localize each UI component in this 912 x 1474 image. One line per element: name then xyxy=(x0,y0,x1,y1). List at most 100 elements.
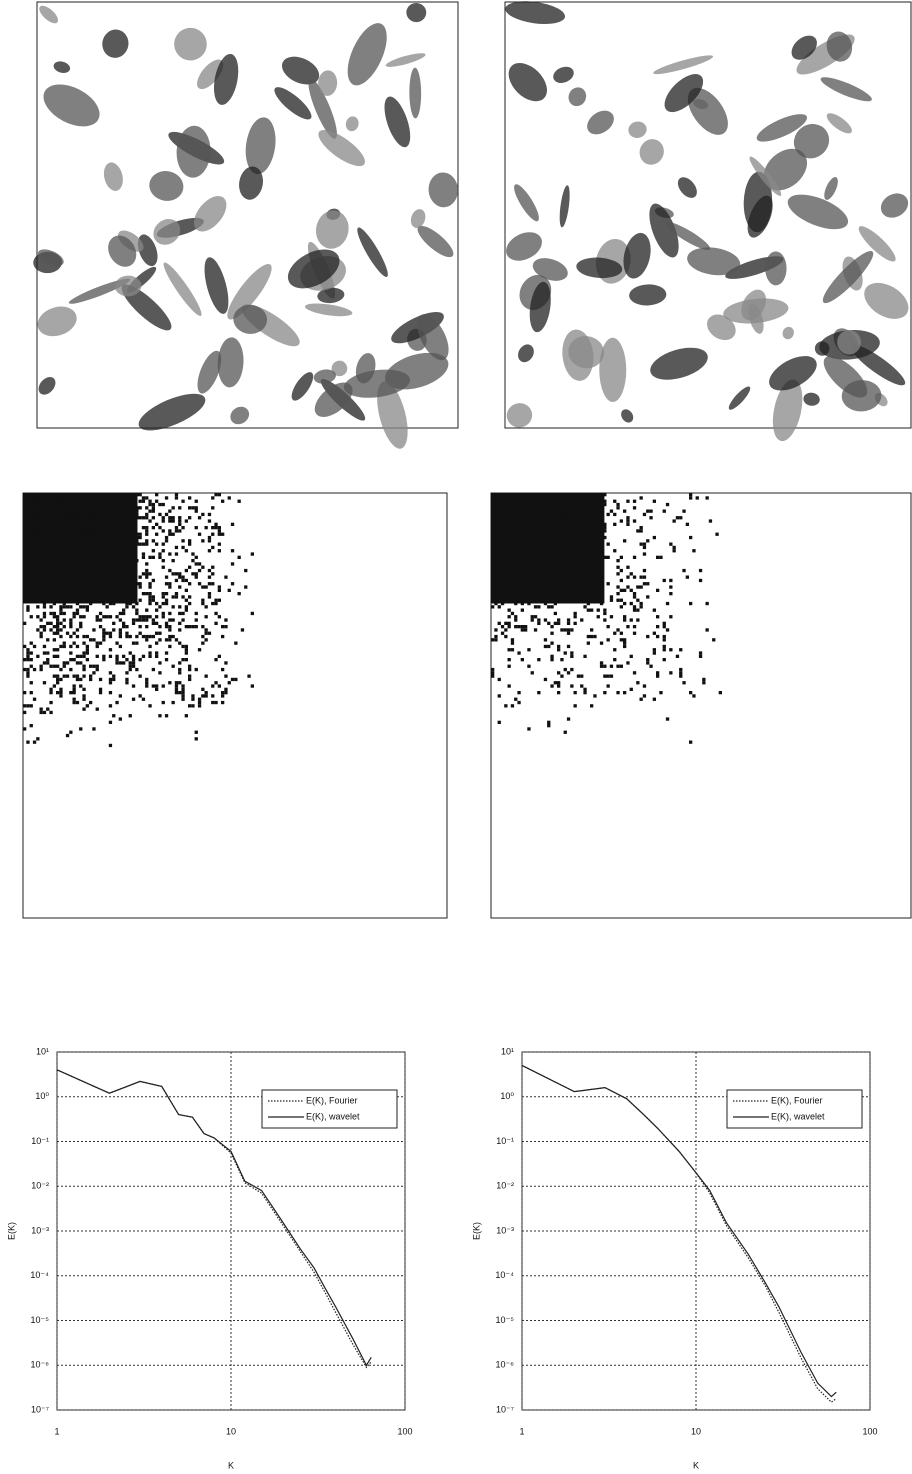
coefficient xyxy=(135,536,138,539)
coefficient xyxy=(185,589,188,592)
coefficient xyxy=(69,566,72,569)
coefficient xyxy=(649,510,652,513)
coefficient xyxy=(504,635,507,638)
coefficient xyxy=(251,552,254,555)
coefficient xyxy=(102,569,105,572)
coefficient xyxy=(663,510,666,513)
coefficient xyxy=(145,539,148,542)
coefficient xyxy=(583,503,586,506)
coefficient xyxy=(79,572,82,575)
coefficient xyxy=(600,519,603,522)
coefficient xyxy=(205,675,208,678)
coefficient xyxy=(646,539,649,542)
coefficient xyxy=(66,559,69,562)
coefficient xyxy=(135,635,138,638)
coefficient xyxy=(43,615,46,618)
coefficient xyxy=(125,496,128,499)
coefficient xyxy=(544,678,547,681)
coefficient xyxy=(175,595,178,598)
coefficient xyxy=(587,599,590,602)
x-tick-label: 1 xyxy=(519,1426,524,1436)
coefficient xyxy=(689,602,692,605)
coefficient xyxy=(53,529,56,532)
coefficient xyxy=(82,615,85,618)
coefficient xyxy=(597,599,600,602)
coefficient xyxy=(129,665,132,668)
coefficient xyxy=(527,582,530,585)
coefficient xyxy=(547,724,550,727)
coefficient xyxy=(30,724,33,727)
coefficient xyxy=(40,549,43,552)
coefficient xyxy=(115,496,118,499)
coefficient xyxy=(188,675,191,678)
coefficient xyxy=(656,556,659,559)
coefficient xyxy=(640,698,643,701)
coefficient xyxy=(23,513,26,516)
coefficient xyxy=(63,599,66,602)
coefficient xyxy=(63,572,66,575)
coefficient xyxy=(79,615,82,618)
coefficient xyxy=(178,642,181,645)
coefficient xyxy=(636,529,639,532)
coefficient xyxy=(30,503,33,506)
coefficient xyxy=(544,500,547,503)
coefficient xyxy=(162,543,165,546)
coefficient xyxy=(112,602,115,605)
coefficient xyxy=(656,615,659,618)
coefficient xyxy=(494,523,497,526)
coefficient xyxy=(547,579,550,582)
coefficient xyxy=(195,576,198,579)
coefficient xyxy=(537,595,540,598)
coefficient xyxy=(567,592,570,595)
coefficient xyxy=(53,592,56,595)
coefficient xyxy=(653,632,656,635)
coefficient xyxy=(158,661,161,664)
coefficient xyxy=(643,546,646,549)
coefficient xyxy=(643,552,646,555)
coefficient xyxy=(59,562,62,565)
coefficient xyxy=(557,618,560,621)
coefficient xyxy=(102,510,105,513)
coefficient xyxy=(636,585,639,588)
coefficient xyxy=(125,595,128,598)
coefficient xyxy=(659,556,662,559)
coefficient xyxy=(142,526,145,529)
coefficient xyxy=(178,661,181,664)
coefficient xyxy=(580,506,583,509)
coefficient xyxy=(82,651,85,654)
coefficient xyxy=(79,605,82,608)
coefficient xyxy=(567,632,570,635)
coefficient xyxy=(168,533,171,536)
coefficient xyxy=(669,579,672,582)
coefficient xyxy=(56,562,59,565)
coefficient xyxy=(69,519,72,522)
coefficient xyxy=(168,510,171,513)
coefficient xyxy=(557,493,560,496)
coefficient xyxy=(547,645,550,648)
coefficient xyxy=(56,552,59,555)
coefficient xyxy=(205,632,208,635)
coefficient xyxy=(165,536,168,539)
coefficient xyxy=(33,536,36,539)
coefficient xyxy=(92,665,95,668)
coefficient xyxy=(158,638,161,641)
coefficient xyxy=(86,519,89,522)
coefficient xyxy=(498,496,501,499)
coefficient xyxy=(66,526,69,529)
coefficient xyxy=(537,618,540,621)
coefficient xyxy=(175,572,178,575)
coefficient xyxy=(699,579,702,582)
y-tick-label: 10⁻¹ xyxy=(496,1136,514,1146)
coefficient xyxy=(26,579,29,582)
coefficient xyxy=(633,519,636,522)
coefficient xyxy=(564,572,567,575)
coefficient xyxy=(49,579,52,582)
coefficient xyxy=(590,536,593,539)
coefficient xyxy=(79,678,82,681)
coefficient xyxy=(590,533,593,536)
coefficient xyxy=(102,566,105,569)
coefficient xyxy=(119,632,122,635)
coefficient xyxy=(168,681,171,684)
coefficient xyxy=(715,533,718,536)
coefficient xyxy=(30,496,33,499)
